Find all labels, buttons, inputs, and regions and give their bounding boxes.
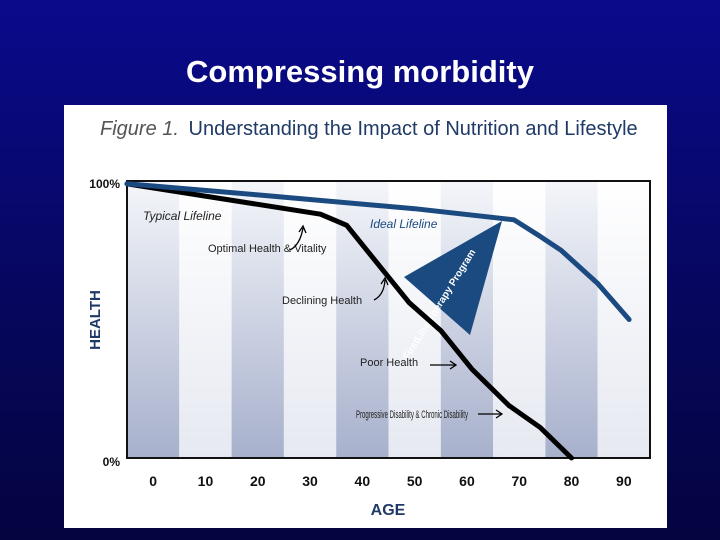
y-tick-0: 0% xyxy=(103,455,121,469)
background-stripe xyxy=(597,181,650,458)
x-tick-label: 20 xyxy=(250,473,266,489)
x-tick-label: 30 xyxy=(302,473,318,489)
background-stripe xyxy=(127,181,180,458)
background-stripe xyxy=(231,181,284,458)
y-axis-label: HEALTH xyxy=(87,290,104,350)
background-stripe xyxy=(545,181,598,458)
label-typical-lifeline: Typical Lifeline xyxy=(143,209,222,223)
background-stripe xyxy=(388,181,441,458)
firstline-therapy-triangle xyxy=(404,221,502,335)
x-tick-label: 80 xyxy=(564,473,580,489)
arrow-disability xyxy=(478,409,504,419)
x-tick-label: 70 xyxy=(511,473,527,489)
x-tick-label: 0 xyxy=(149,473,157,489)
x-tick-label: 40 xyxy=(355,473,371,489)
x-tick-label: 90 xyxy=(616,473,632,489)
series-line-typical xyxy=(124,181,574,461)
figure-title: Figure 1. Understanding the Impact of Nu… xyxy=(100,118,638,140)
arrow-poor xyxy=(430,360,458,370)
series-line-ideal xyxy=(124,181,632,322)
label-ideal-lifeline: Ideal Lifeline xyxy=(370,217,438,231)
figure: Figure 1. Understanding the Impact of Nu… xyxy=(64,105,667,528)
x-tick-label: 50 xyxy=(407,473,423,489)
plot-frame xyxy=(126,180,651,459)
arrow-declining xyxy=(373,276,389,301)
background-stripe xyxy=(283,181,337,458)
y-tick-100: 100% xyxy=(89,177,120,191)
annotation-declining-health: Declining Health xyxy=(282,295,362,307)
annotation-poor-health: Poor Health xyxy=(360,357,418,369)
slide-title: Compressing morbidity xyxy=(186,54,534,89)
background-stripe xyxy=(179,181,232,458)
chart: Figure 1. Understanding the Impact of Nu… xyxy=(87,118,651,519)
annotation-disability: Progressive Disability & Chronic Disabil… xyxy=(356,409,468,421)
x-tick-label: 60 xyxy=(459,473,475,489)
arrow-optimal xyxy=(289,224,307,251)
x-axis-label: AGE xyxy=(371,502,406,519)
x-tick-label: 10 xyxy=(198,473,214,489)
annotation-optimal-health: Optimal Health & Vitality xyxy=(208,243,327,255)
